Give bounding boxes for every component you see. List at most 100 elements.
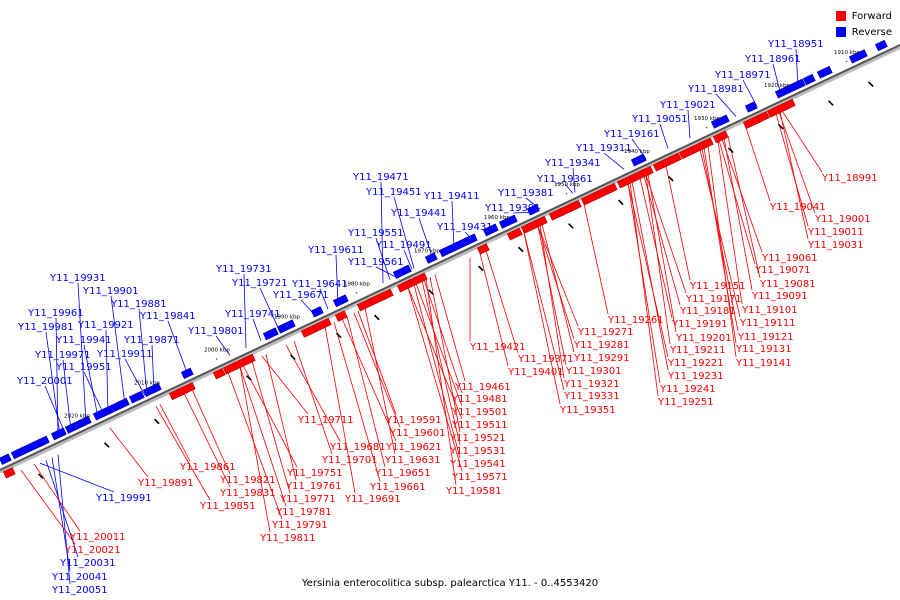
- gene-label: Y11_19311: [575, 143, 632, 154]
- reverse-gene-10: [128, 390, 145, 404]
- gene-label: Y11_19791: [271, 520, 328, 531]
- gene-label: Y11_19141: [735, 358, 792, 369]
- scale-tick-dot: [425, 258, 428, 261]
- forward-leader: [155, 406, 211, 501]
- gene-label: Y11_19161: [603, 129, 660, 140]
- forward-leader: [324, 326, 356, 494]
- forward-leader: [429, 276, 461, 433]
- scale-tick-label: 1950 kbp: [554, 182, 580, 188]
- gene-label: Y11_19711: [297, 415, 354, 426]
- gene-label: Y11_19221: [667, 358, 724, 369]
- gene-label: Y11_19111: [739, 318, 796, 329]
- forward-gene-12: [380, 288, 394, 300]
- forward-leader: [627, 183, 661, 384]
- forward-leader: [485, 250, 519, 354]
- legend-reverse: Reverse: [835, 24, 892, 40]
- gene-label: Y11_19901: [82, 286, 139, 297]
- gene-label: Y11_19011: [807, 227, 864, 238]
- forward-leader: [293, 341, 333, 455]
- forward-leader: [183, 392, 231, 488]
- reverse-gene-26: [710, 114, 730, 129]
- reverse-gene-31: [816, 65, 833, 79]
- gene-label: Y11_19341: [544, 158, 601, 169]
- feature-mark-12: [667, 175, 674, 182]
- forward-leader: [781, 110, 823, 173]
- gene-label: Y11_19621: [385, 442, 442, 453]
- forward-gene-14: [408, 272, 428, 287]
- scale-tick-dot: [635, 159, 638, 162]
- forward-leader: [645, 174, 671, 345]
- forward-leader: [425, 278, 457, 486]
- forward-leader: [541, 223, 575, 353]
- gene-label: Y11_19531: [449, 446, 506, 457]
- gene-label: Y11_18981: [687, 84, 744, 95]
- gene-label: Y11_19081: [759, 279, 816, 290]
- gene-label: Y11_19331: [563, 391, 620, 402]
- forward-leader: [727, 136, 761, 279]
- gene-label: Y11_19701: [321, 455, 378, 466]
- forward-leader: [265, 354, 297, 481]
- reverse-gene-25: [630, 153, 647, 167]
- gene-label: Y11_19691: [344, 494, 401, 505]
- gene-label: Y11_19861: [179, 462, 236, 473]
- gene-label: Y11_19781: [275, 507, 332, 518]
- gene-label: Y11_19851: [199, 501, 256, 512]
- forward-gene-30: [668, 152, 682, 164]
- forward-leader: [629, 182, 659, 397]
- genome-backbone: [0, 44, 900, 471]
- gene-label: Y11_19841: [139, 311, 196, 322]
- reverse-gene-18: [424, 252, 438, 264]
- genome-track: [0, 39, 900, 479]
- gene-label: Y11_19491: [375, 240, 432, 251]
- gene-label: Y11_19581: [445, 486, 502, 497]
- forward-leader: [242, 365, 298, 468]
- feature-mark-1: [103, 442, 110, 448]
- gene-label: Y11_20011: [69, 532, 126, 543]
- gene-label: Y11_19401: [507, 367, 564, 378]
- forward-leader: [779, 111, 809, 240]
- gene-label: Y11_19561: [347, 257, 404, 268]
- reverse-label-5-leader: [659, 123, 669, 149]
- forward-leader: [261, 356, 309, 415]
- gene-label: Y11_19681: [329, 442, 386, 453]
- reverse-label-38-leader: [45, 331, 61, 436]
- forward-gene-15: [476, 243, 490, 255]
- scale-tick-label: 1930 kbp: [694, 116, 720, 122]
- gene-label: Y11_19881: [110, 299, 167, 310]
- forward-leader: [341, 318, 397, 442]
- reverse-gene-3: [36, 435, 50, 447]
- reverse-gene-27: [744, 101, 758, 113]
- gene-label: Y11_20051: [51, 585, 108, 596]
- gene-label: Y11_19191: [671, 319, 728, 330]
- forward-leader: [665, 165, 691, 281]
- gene-label: Y11_19321: [563, 379, 620, 390]
- gene-label: Y11_19961: [27, 308, 84, 319]
- scale-tick-label: 1940 kbp: [624, 149, 650, 155]
- gene-label: Y11_19101: [741, 305, 798, 316]
- gene-label: Y11_19441: [390, 208, 447, 219]
- forward-leader: [647, 173, 677, 333]
- reverse-label-3-leader: [715, 93, 737, 117]
- scale-ticks: 1910 kbp 1920 kbp 1930 kbp 1940 kbp 1950 kbp…: [64, 50, 860, 426]
- gene-label: Y11_19891: [137, 478, 194, 489]
- feature-mark-13: [727, 147, 734, 154]
- reverse-label-7-leader: [603, 152, 625, 170]
- gene-label: Y11_19811: [259, 533, 316, 544]
- gene-label: Y11_19431: [436, 222, 493, 233]
- gene-label: Y11_19021: [659, 100, 716, 111]
- forward-leader: [364, 307, 396, 455]
- reverse-gene-17: [392, 264, 412, 279]
- scale-tick-label: 2020 kbp: [64, 414, 90, 420]
- gene-label: Y11_19241: [659, 384, 716, 395]
- gene-label: Y11_19551: [347, 228, 404, 239]
- reverse-label-4-leader: [687, 109, 691, 139]
- forward-swatch: [835, 11, 846, 21]
- forward-leader: [523, 232, 565, 391]
- forward-leader: [717, 140, 743, 305]
- gene-label: Y11_19031: [807, 240, 864, 251]
- gene-label: Y11_20041: [51, 572, 108, 583]
- forward-leader: [423, 279, 463, 394]
- scale-tick-label: 1980 kbp: [344, 281, 370, 287]
- scale-tick-dot: [285, 325, 288, 327]
- reverse-bottom-leader: [39, 462, 115, 493]
